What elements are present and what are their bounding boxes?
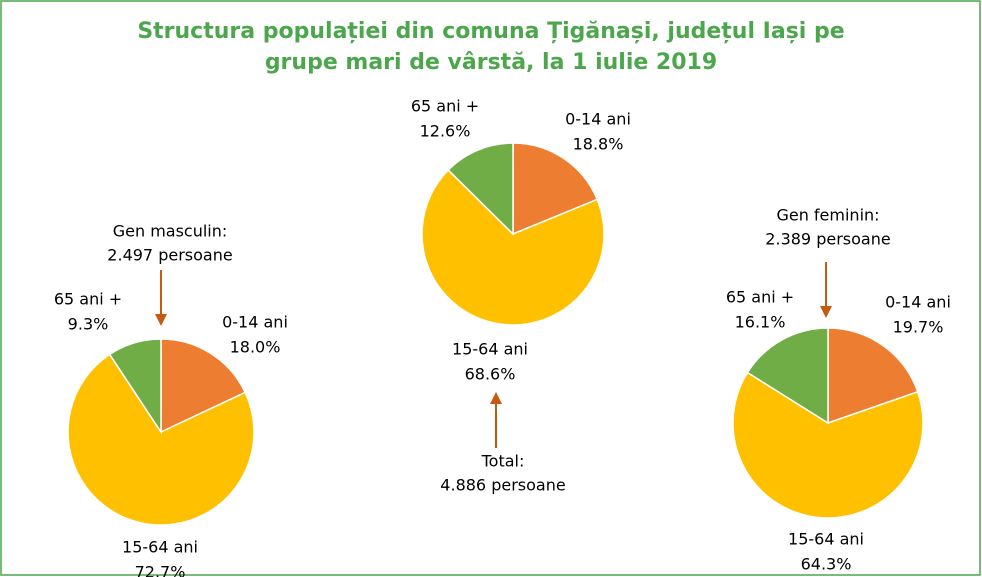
- slice-value: 72.7%: [135, 563, 186, 577]
- slice-label: 65 ani +: [726, 288, 794, 307]
- pie-slice: [160, 338, 247, 434]
- pie-slice: [746, 327, 829, 425]
- pie-slice: [512, 142, 599, 236]
- annotation: 4.886 persoane: [440, 476, 565, 495]
- slice-label: 0-14 ani: [565, 110, 631, 129]
- pie-slice: [732, 371, 924, 519]
- arrow-head: [155, 314, 167, 326]
- slice-value: 68.6%: [465, 365, 516, 384]
- pie-slice: [421, 168, 605, 326]
- slice-value: 64.3%: [801, 555, 852, 574]
- slice-value: 9.3%: [68, 315, 109, 334]
- slice-label: 15-64 ani: [452, 340, 528, 359]
- arrow-head: [490, 392, 502, 404]
- pie-slice: [447, 142, 514, 236]
- annotation: 2.497 persoane: [107, 246, 232, 265]
- pie-slice: [108, 338, 162, 435]
- slice-value: 16.1%: [735, 313, 786, 332]
- annotation: Total:: [481, 452, 525, 471]
- slice-label: 15-64 ani: [122, 538, 198, 557]
- slice-label: 65 ani +: [54, 290, 122, 309]
- slice-value: 18.0%: [230, 338, 281, 357]
- slice-label: 65 ani +: [411, 97, 479, 116]
- chart-title: Structura populației din comuna Țigănași…: [137, 19, 844, 44]
- slice-label: 15-64 ani: [788, 530, 864, 549]
- slice-label: 0-14 ani: [885, 293, 951, 312]
- chart-title: grupe mari de vârstă, la 1 iulie 2019: [265, 50, 717, 75]
- slice-value: 18.8%: [573, 135, 624, 154]
- annotation: Gen masculin:: [113, 222, 228, 241]
- pie-slice: [67, 353, 255, 526]
- slice-value: 12.6%: [420, 122, 471, 141]
- slice-value: 19.7%: [893, 318, 944, 337]
- slice-label: 0-14 ani: [222, 313, 288, 332]
- annotation: Gen feminin:: [776, 206, 879, 225]
- arrow-head: [820, 306, 832, 318]
- annotation: 2.389 persoane: [765, 230, 890, 249]
